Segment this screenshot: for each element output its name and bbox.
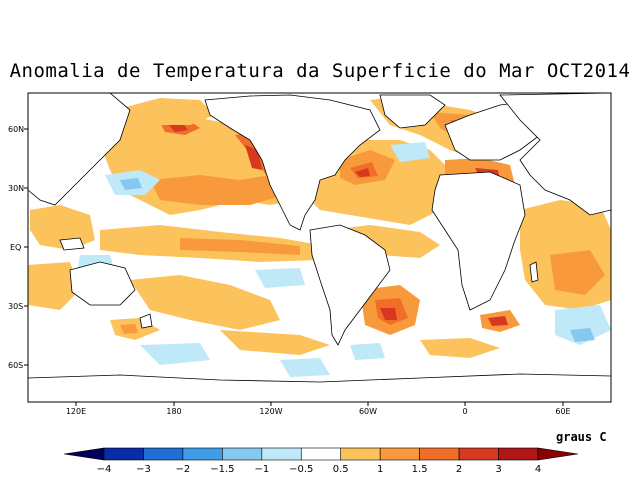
colorbar-swatch bbox=[458, 447, 499, 461]
lon-label-60e: 60E bbox=[555, 407, 570, 416]
asia bbox=[499, 93, 611, 216]
greenland bbox=[379, 94, 446, 129]
colorbar-tick-label: −1 bbox=[254, 464, 269, 475]
colorbar-swatch bbox=[222, 447, 263, 461]
south-america bbox=[309, 224, 391, 346]
lon-label-120w: 120W bbox=[259, 407, 282, 416]
colorbar-swatch bbox=[261, 447, 302, 461]
colorbar-tick-label: 1.5 bbox=[412, 464, 428, 475]
colorbar-swatch bbox=[419, 447, 460, 461]
lat-label-60s: 60S bbox=[8, 361, 23, 370]
colorbar-low-end bbox=[63, 447, 105, 461]
colorbar-tick-label: 3 bbox=[495, 464, 501, 475]
colorbar-swatch bbox=[103, 447, 144, 461]
map-title: Anomalia de Temperatura da Superficie do… bbox=[9, 60, 631, 82]
colorbar-swatch bbox=[340, 447, 381, 461]
lat-label-30n: 30N bbox=[8, 184, 24, 193]
lat-label-30s: 30S bbox=[8, 302, 23, 311]
colorbar-tick-label: 0.5 bbox=[333, 464, 349, 475]
colorbar-tick-label: 4 bbox=[535, 464, 541, 475]
colorbar-tick-label: −1.5 bbox=[210, 464, 234, 475]
australia bbox=[69, 261, 136, 306]
colorbar-high-end bbox=[537, 447, 579, 461]
colorbar: −4 −3 −2 −1.5 −1 −0.5 0.5 1 1.5 2 3 4 bbox=[63, 447, 579, 475]
colorbar-swatch bbox=[143, 447, 184, 461]
africa bbox=[431, 171, 526, 311]
continents bbox=[28, 93, 611, 402]
colorbar-swatch bbox=[300, 447, 342, 461]
colorbar-tick-label: 1 bbox=[377, 464, 383, 475]
north-america bbox=[204, 94, 381, 231]
lon-label-60w: 60W bbox=[359, 407, 377, 416]
lon-label-0: 0 bbox=[462, 407, 467, 416]
colorbar-tick-label: −3 bbox=[136, 464, 151, 475]
lat-label-eq: EQ bbox=[10, 243, 21, 252]
lon-label-180: 180 bbox=[166, 407, 181, 416]
colorbar-tick-label: 2 bbox=[456, 464, 462, 475]
longitude-axis: 120E 180 120W 60W 0 60E bbox=[66, 402, 571, 416]
antarctica bbox=[28, 373, 611, 402]
lon-label-120e: 120E bbox=[66, 407, 86, 416]
colorbar-tick-label: −4 bbox=[97, 464, 112, 475]
lat-label-60n: 60N bbox=[8, 125, 24, 134]
units-label: graus C bbox=[556, 430, 607, 444]
colorbar-tick-label: −2 bbox=[176, 464, 191, 475]
colorbar-swatch bbox=[182, 447, 223, 461]
colorbar-tick-label: −0.5 bbox=[289, 464, 313, 475]
colorbar-swatch bbox=[379, 447, 420, 461]
colorbar-swatch bbox=[498, 447, 539, 461]
latitude-axis: 60N 30N EQ 30S 60S bbox=[8, 125, 28, 370]
